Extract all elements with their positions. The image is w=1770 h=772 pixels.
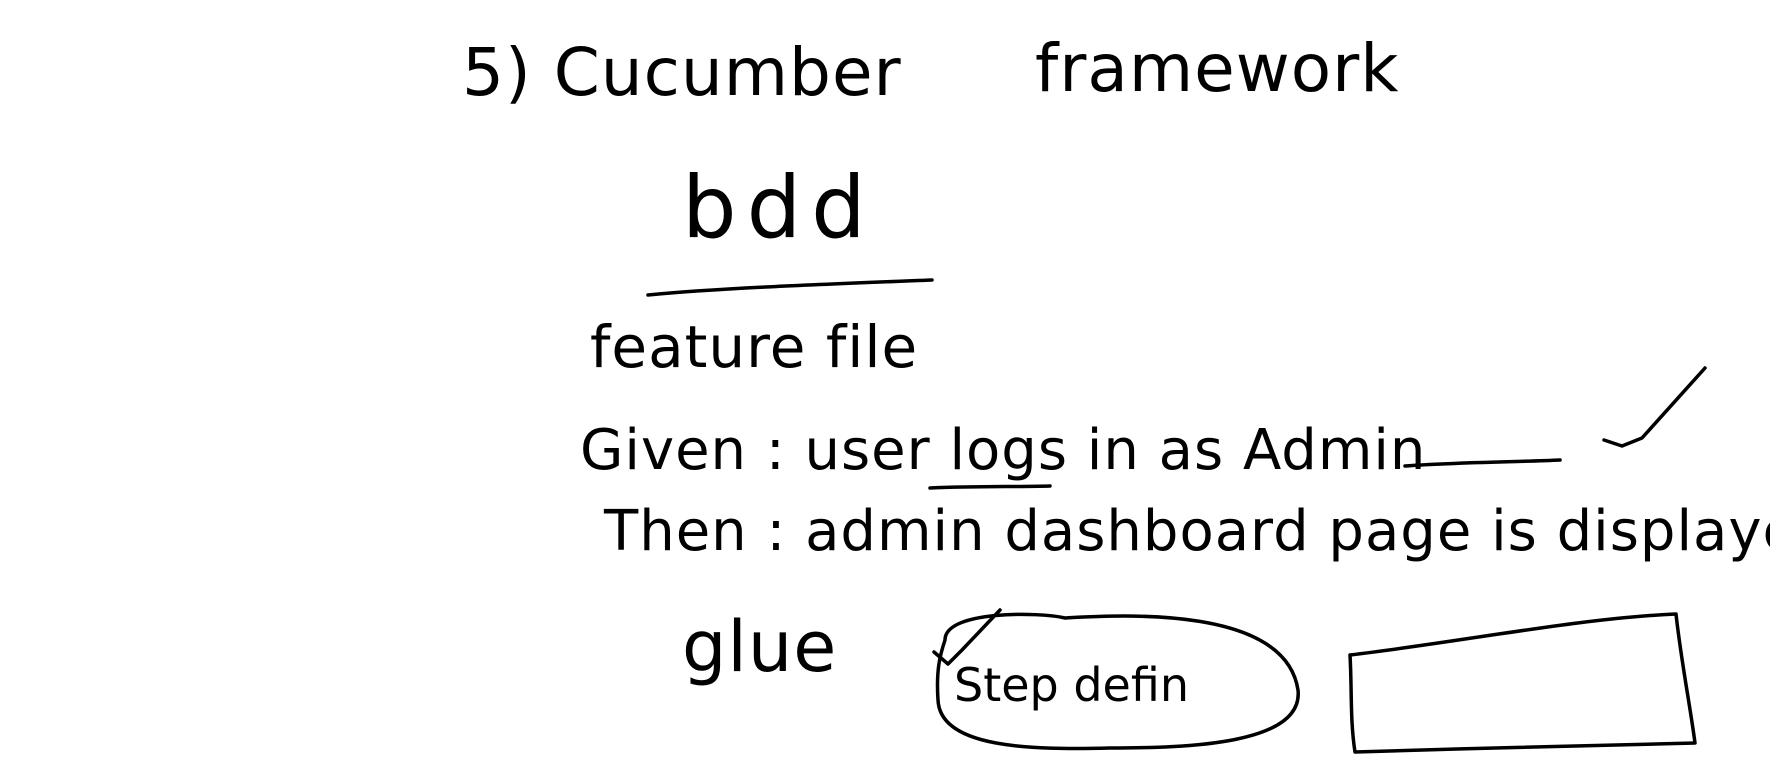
step-definition-ellipse bbox=[935, 612, 1300, 751]
given-underline-2 bbox=[1403, 458, 1562, 468]
note-step-definition-label: Step defin bbox=[954, 658, 1189, 712]
note-then-line: Then : admin dashboard page is displayed bbox=[604, 499, 1770, 564]
checkmark-admin-icon bbox=[1602, 366, 1707, 448]
note-given-line: Given : user logs in as Admin bbox=[580, 418, 1427, 483]
note-subtitle-bdd: bdd bbox=[682, 158, 876, 258]
given-underline-1 bbox=[928, 484, 1052, 490]
note-section-feature-file: feature file bbox=[590, 313, 919, 381]
empty-box-rectangle bbox=[1348, 612, 1697, 754]
bdd-underline bbox=[646, 278, 934, 297]
note-title-framework: framework bbox=[1035, 30, 1400, 107]
note-glue-label: glue bbox=[682, 606, 838, 688]
note-title: 5) Cucumber bbox=[462, 34, 902, 111]
